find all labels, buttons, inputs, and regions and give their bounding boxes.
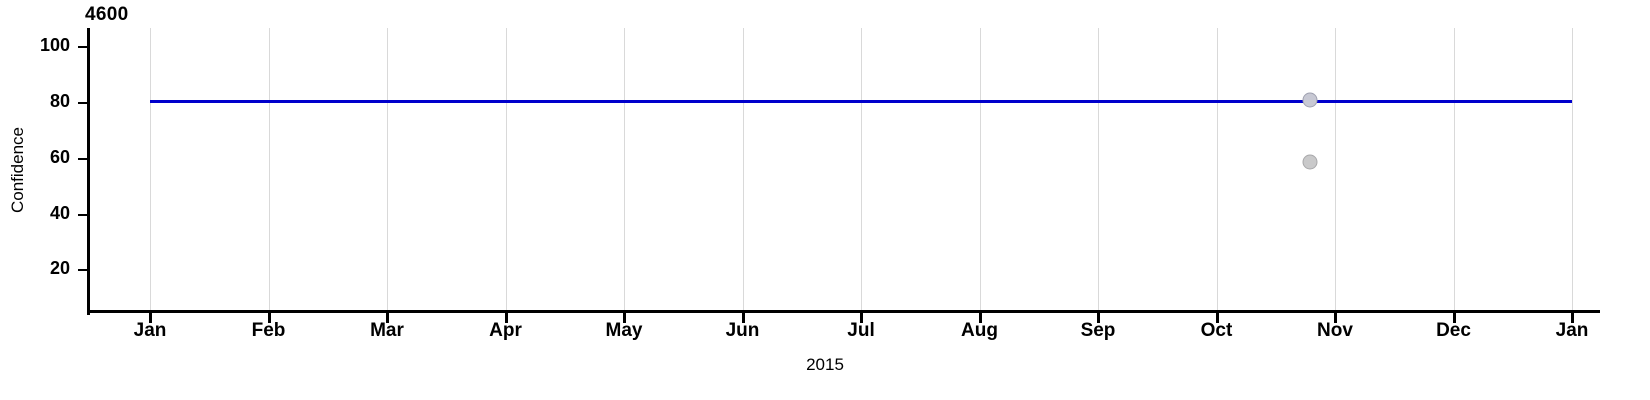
plot-area xyxy=(87,28,1600,312)
gridline xyxy=(1453,28,1455,312)
data-point[interactable] xyxy=(1302,154,1318,170)
gridline xyxy=(1098,28,1099,312)
gridline xyxy=(861,28,862,312)
gridline xyxy=(505,28,507,312)
x-axis-tick-label: Mar xyxy=(370,320,404,341)
x-axis-tick-label: Nov xyxy=(1317,320,1353,341)
x-axis-tick xyxy=(978,313,982,323)
gridline xyxy=(742,28,744,312)
x-axis-tick xyxy=(1452,313,1456,323)
x-axis-tick xyxy=(1215,313,1219,323)
y-axis-tick-label: 100 xyxy=(39,35,70,56)
y-axis-tick xyxy=(78,157,87,160)
x-axis-tick xyxy=(1097,313,1100,323)
threshold-line xyxy=(150,100,1572,104)
x-axis-line xyxy=(87,310,1600,313)
x-axis-tick-label: Feb xyxy=(251,320,286,341)
y-axis-tick xyxy=(78,269,87,272)
y-axis-tick xyxy=(78,213,87,216)
x-axis-tick-label: Jan xyxy=(133,320,167,341)
x-axis-tick xyxy=(1571,313,1574,323)
y-axis-tick-label: 40 xyxy=(49,202,70,223)
gridline xyxy=(150,28,151,312)
gridline xyxy=(979,28,981,312)
chart-title: 4600 xyxy=(85,4,129,25)
x-axis-tick-label: May xyxy=(605,320,643,341)
x-axis-tick-label: Jun xyxy=(725,320,760,341)
x-axis-tick-label: Sep xyxy=(1080,320,1116,341)
gridline xyxy=(1572,28,1573,312)
x-axis-tick-label: Oct xyxy=(1200,320,1233,341)
y-axis-tick xyxy=(78,102,87,105)
y-axis-tick xyxy=(78,46,87,49)
y-axis-tick-label: 20 xyxy=(49,258,70,279)
y-axis-tick-label: 60 xyxy=(49,146,70,167)
x-axis-tick-label: Dec xyxy=(1436,320,1471,341)
x-axis-tick xyxy=(741,313,745,323)
y-axis-title: Confidence xyxy=(8,127,27,214)
gridline xyxy=(1335,28,1336,312)
gridline xyxy=(624,28,625,312)
gridline xyxy=(387,28,388,312)
data-point[interactable] xyxy=(1302,92,1318,108)
x-axis-tick-label: Apr xyxy=(489,320,522,341)
gridline xyxy=(1216,28,1218,312)
x-axis-tick xyxy=(860,313,863,323)
y-axis-tick-label: 80 xyxy=(49,91,70,112)
x-axis-tick xyxy=(623,313,626,323)
x-axis-tick xyxy=(386,313,389,323)
x-axis-tick-label: Jan xyxy=(1555,320,1589,341)
x-axis-tick-label: Jul xyxy=(847,320,875,341)
x-axis-tick xyxy=(504,313,508,323)
x-axis-title: 2015 xyxy=(806,355,844,374)
x-axis-tick xyxy=(267,313,271,323)
x-axis-tick xyxy=(1334,313,1337,323)
gridline xyxy=(268,28,270,312)
x-axis-tick xyxy=(149,313,152,323)
x-axis-tick-label: Aug xyxy=(961,320,998,341)
y-axis-line xyxy=(87,28,90,315)
